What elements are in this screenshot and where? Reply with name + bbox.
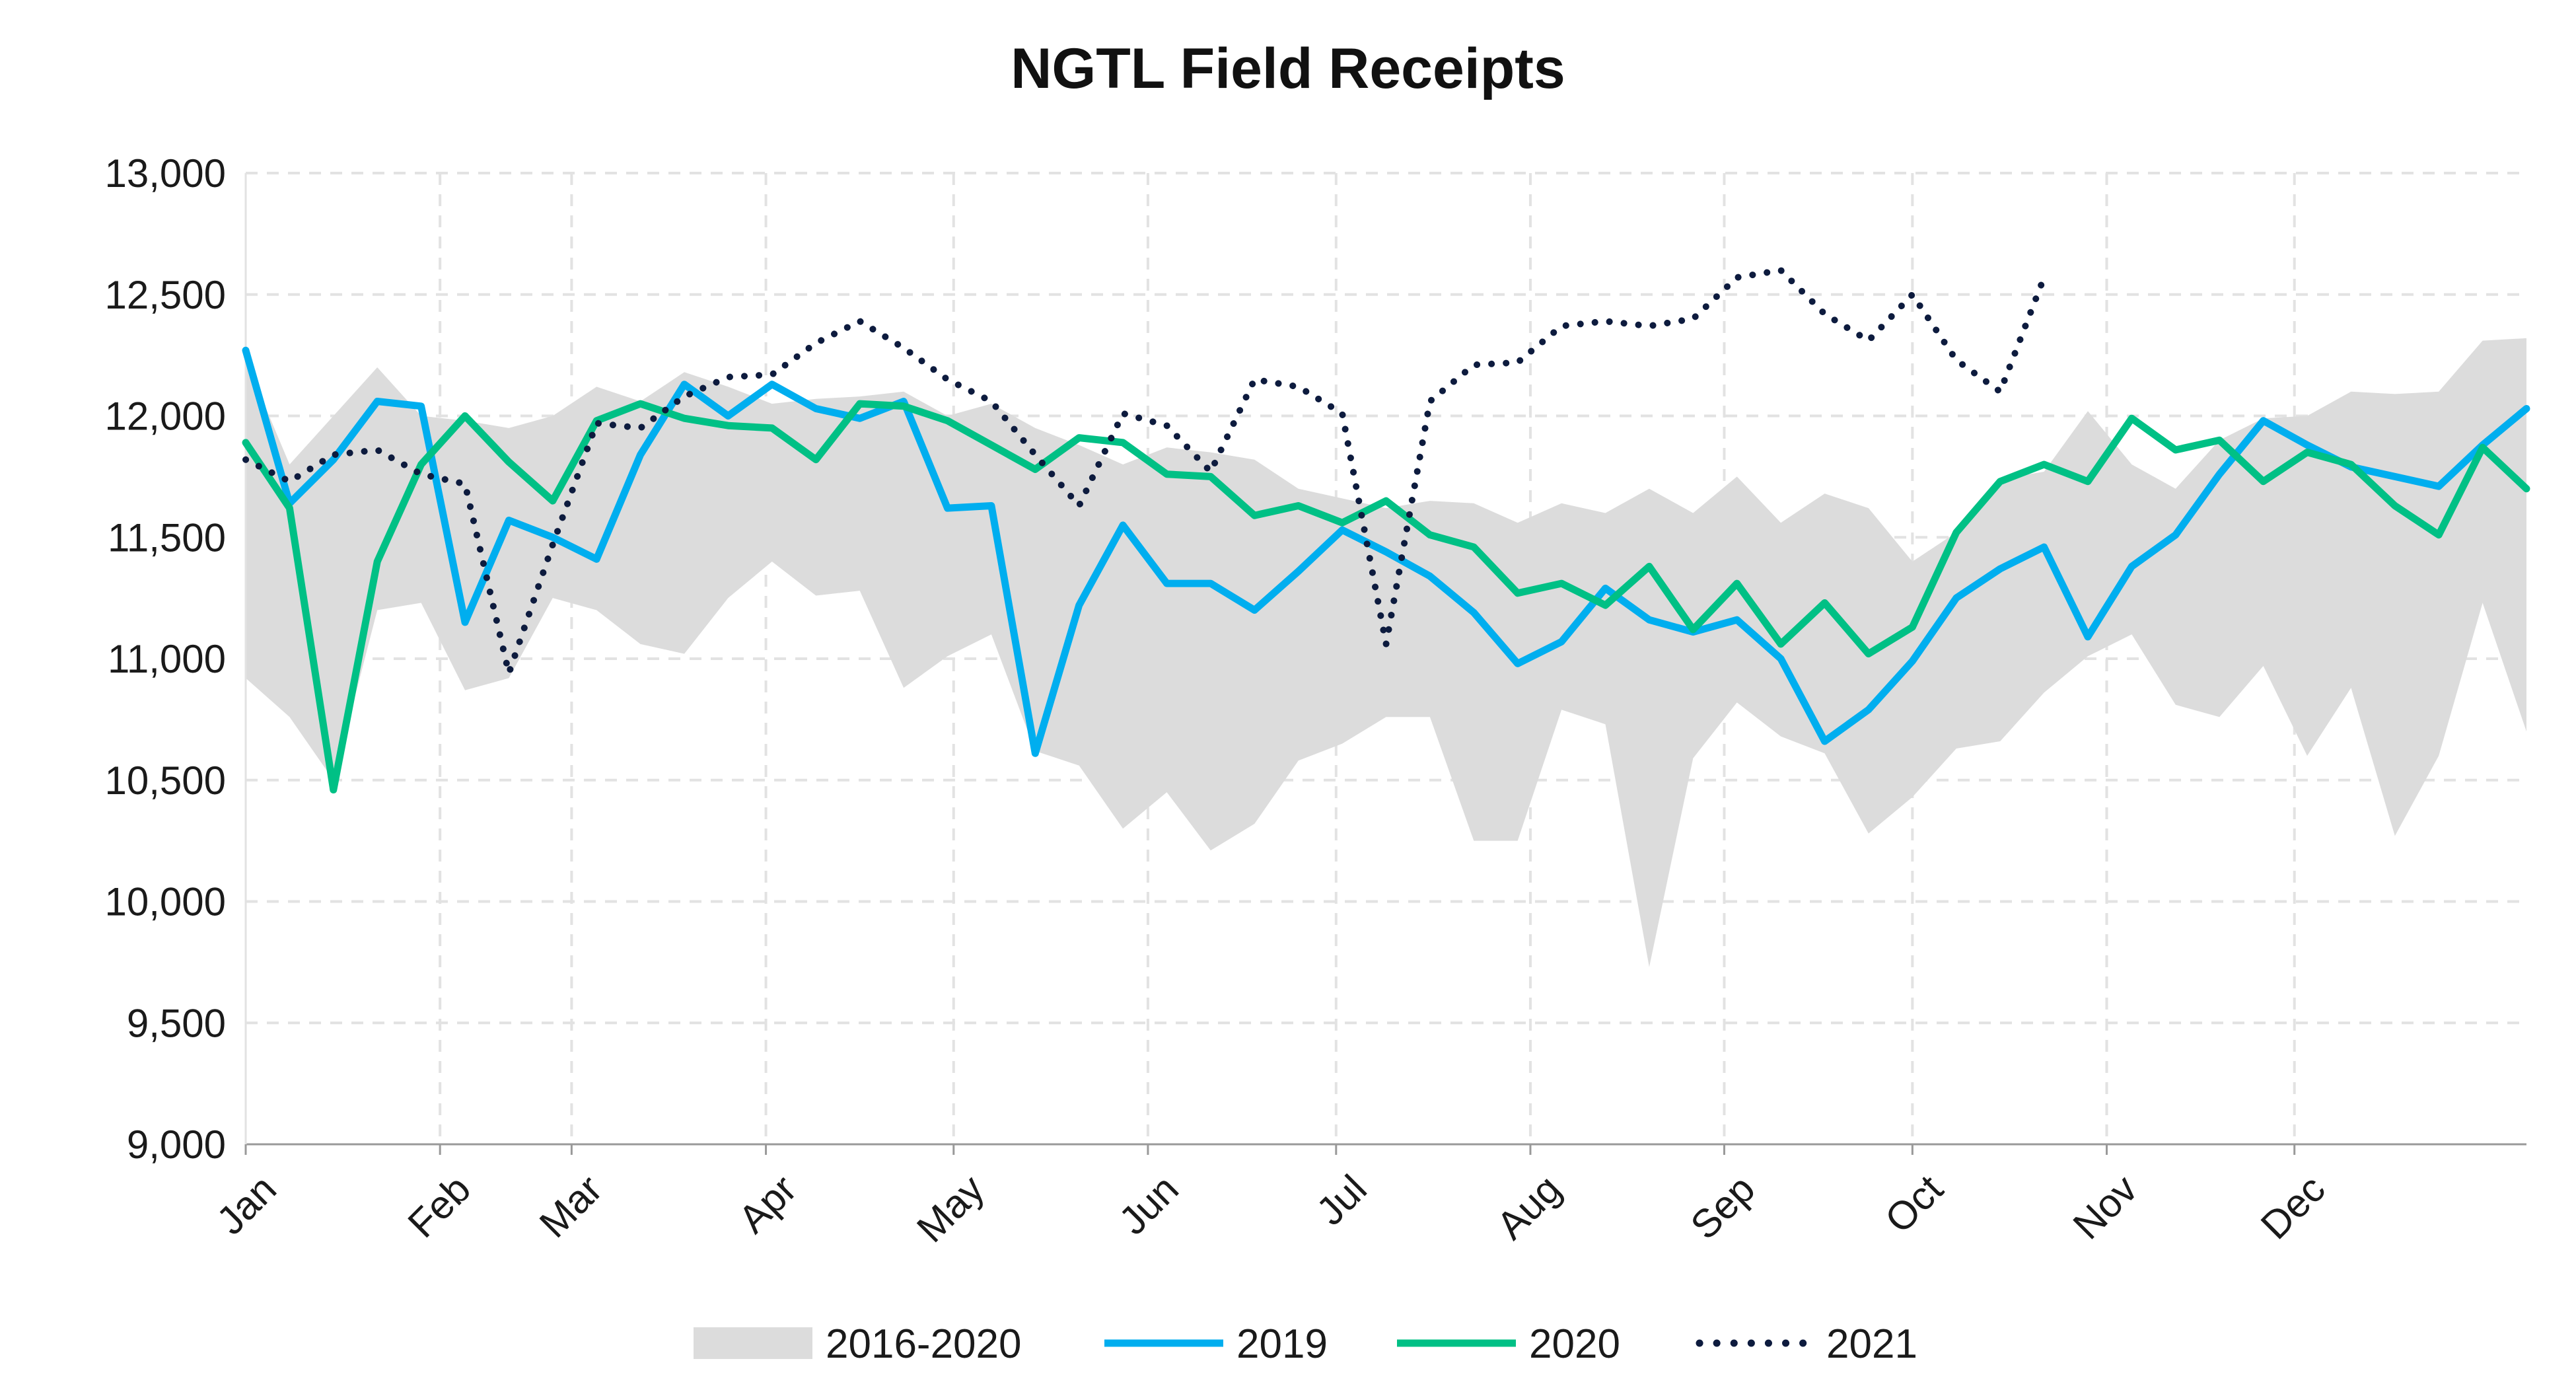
y-tick-label: 10,500 [104,758,226,803]
x-tick-label: Jul [1308,1167,1375,1234]
y-tick-label: 9,000 [127,1122,226,1167]
series-line-2019 [242,346,2530,757]
x-tick-label: Mar [531,1167,610,1246]
x-tick-label: Aug [1488,1167,1569,1248]
legend-label: 2016-2020 [826,1321,1022,1367]
band-layer [246,338,2526,967]
grid-layer [246,172,2526,1144]
y-tick-label: 9,500 [127,1001,226,1045]
series-band-2016-2020 [246,338,2526,967]
y-tick-label: 11,000 [108,637,226,681]
x-tick-label: Feb [400,1167,479,1246]
axis-layer [244,173,2526,1155]
y-tick-label: 13,000 [104,151,226,196]
y-tick-label: 10,000 [104,880,226,924]
x-tick-label: Jun [1110,1167,1187,1243]
x-tick-label: Apr [730,1167,805,1241]
x-tick-label: May [908,1167,993,1251]
y-axis-ticks: 9,000 9,500 10,000 10,500 11,000 11,500 12,000… [104,151,226,1167]
y-tick-label: 12,500 [104,273,226,317]
y-tick-label: 12,000 [104,394,226,439]
x-tick-label: Jan [208,1167,285,1243]
x-tick-label: Oct [1877,1166,1952,1241]
legend-label: 2020 [1529,1321,1620,1367]
legend-label: 2019 [1236,1321,1328,1367]
series-line-2020 [242,400,2530,793]
chart-title: NGTL Field Receipts [1011,37,1565,100]
legend: 2016-2020 2019 2020 2021 [694,1321,1917,1367]
x-tick-label: Sep [1682,1167,1764,1248]
legend-label: 2021 [1826,1321,1917,1367]
legend-swatch-band [694,1327,812,1359]
x-tick-label: Nov [2065,1167,2146,1248]
series-layer [242,267,2530,793]
x-axis-ticks: Jan Feb Mar Apr May Jun Jul Aug Sep Oct Nov Dec [208,1166,2334,1251]
x-tick-label: Dec [2252,1167,2334,1248]
y-tick-label: 11,500 [108,515,226,560]
